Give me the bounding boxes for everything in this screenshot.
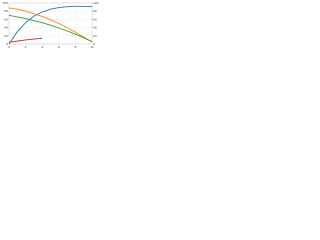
series-line [8,5,93,45]
y-tick-label: 0 [6,42,8,46]
y2-tick-label: 40 [93,26,97,30]
y2-tick-label: 100 [93,1,99,5]
x-tick-label: 10 [90,45,94,49]
y-tick-label: 80 [4,9,8,13]
y-tick-label: 60 [4,17,8,21]
y2-tick-label: 60 [93,17,97,21]
series-line [8,37,43,43]
x-tick-label: 8 [74,45,76,49]
x-tick-label: 6 [58,45,60,49]
series-line [8,7,93,43]
series-line [8,14,93,42]
y2-tick-label: 20 [93,34,97,38]
y-tick-label: 20 [4,34,8,38]
x-tick-label: 0 [8,45,10,49]
y2-tick-label: 0 [93,42,95,46]
y2-tick-label: 80 [93,9,97,13]
y-tick-label: 100 [2,1,8,5]
x-tick-label: 2 [25,45,27,49]
x-tick-label: 4 [41,45,43,49]
y-tick-label: 40 [4,26,8,30]
